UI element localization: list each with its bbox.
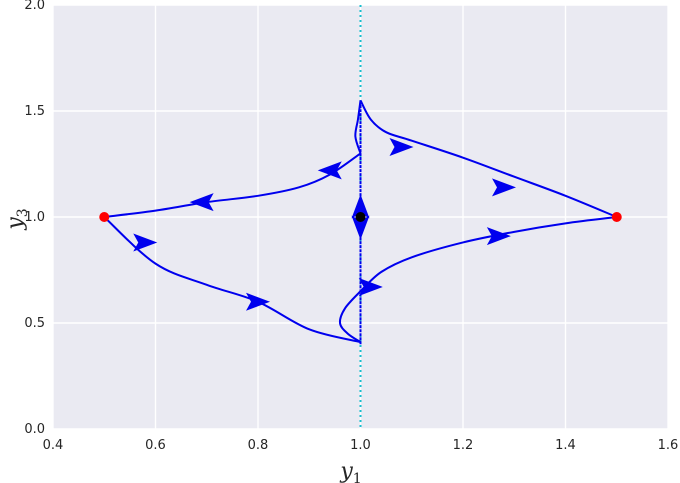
direction-arrow bbox=[246, 292, 270, 311]
x-tick-label: 1.4 bbox=[555, 438, 576, 453]
direction-arrow bbox=[486, 227, 511, 246]
y-tick-labels: 0.0 0.5 1.0 1.5 2.0 bbox=[24, 0, 45, 437]
trajectory-line bbox=[354, 100, 362, 154]
x-tick-label: 1.0 bbox=[350, 438, 371, 453]
y-tick-label: 0.0 bbox=[24, 422, 45, 437]
y-tick-label: 1.5 bbox=[24, 104, 45, 119]
y-tick-label: 1.0 bbox=[24, 210, 45, 225]
x-tick-labels: 0.4 0.6 0.8 1.0 1.2 1.4 1.6 bbox=[43, 438, 679, 453]
x-tick-label: 0.6 bbox=[145, 438, 166, 453]
direction-arrow bbox=[389, 138, 414, 157]
x-tick-label: 1.6 bbox=[658, 438, 679, 453]
direction-arrow bbox=[351, 215, 370, 240]
direction-arrow bbox=[351, 194, 370, 219]
x-tick-label: 0.4 bbox=[43, 438, 64, 453]
x-tick-label: 0.8 bbox=[248, 438, 269, 453]
trajectory-line bbox=[359, 99, 618, 218]
y-tick-label: 0.5 bbox=[24, 316, 45, 331]
direction-arrow bbox=[358, 277, 383, 296]
data-layer bbox=[99, 5, 622, 429]
y-axis-label-subscript: 3 bbox=[15, 208, 31, 217]
direction-arrow bbox=[492, 178, 516, 197]
x-tick-label: 1.2 bbox=[453, 438, 474, 453]
direction-arrow bbox=[133, 233, 158, 252]
trajectory-line bbox=[103, 216, 361, 344]
endpoint-marker bbox=[99, 212, 110, 222]
direction-arrow bbox=[189, 193, 214, 212]
trajectory-line bbox=[359, 216, 617, 292]
endpoint-marker bbox=[611, 212, 622, 222]
center-point-marker bbox=[355, 212, 366, 222]
x-axis-label-subscript: 1 bbox=[353, 471, 362, 483]
direction-arrow bbox=[317, 161, 342, 180]
y-axis-label-main: y bbox=[3, 217, 28, 231]
y-tick-label: 2.0 bbox=[24, 0, 45, 13]
x-axis-label: y1 bbox=[339, 459, 361, 483]
trajectory-line bbox=[338, 290, 362, 343]
y-axis-label: y3 bbox=[3, 208, 31, 230]
x-axis-label-main: y bbox=[339, 459, 353, 483]
